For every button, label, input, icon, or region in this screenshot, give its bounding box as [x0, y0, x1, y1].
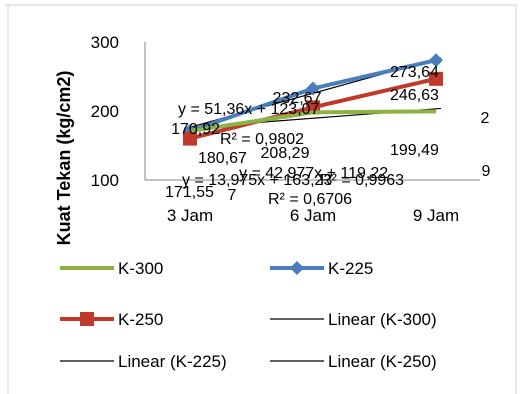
data-annotation: 180,67	[198, 150, 247, 167]
legend-marker	[290, 261, 304, 275]
legend-item: K-250	[60, 310, 163, 329]
data-annotation: 199,49	[390, 142, 439, 159]
plot-area: 100 200 300 Kuat Tekan (kg/cm2) 3 Jam 6 Jam 9 …	[54, 33, 491, 245]
legend-label: Linear (K-250)	[328, 352, 437, 371]
data-annotation: y = 51,36x + 123,07	[178, 101, 320, 118]
legend-label: Linear (K-225)	[118, 352, 227, 371]
legend-item: K-300	[60, 259, 163, 278]
legend-label: Linear (K-300)	[328, 310, 437, 329]
data-annotation: R² = 0,9802	[220, 131, 304, 148]
data-point-k-250	[183, 131, 197, 146]
y-tick-label: 200	[91, 102, 119, 121]
legend-marker	[80, 312, 94, 326]
data-annotation: R² = 0,6706	[268, 191, 352, 208]
data-annotation: y = 42,977x + 119,22	[239, 165, 388, 182]
legend: K-300 K-225 K-250 Linear (K-300) Linear (K-2…	[60, 259, 437, 371]
data-annotation: 232,67	[273, 90, 322, 107]
y-tick-label: 300	[91, 33, 119, 52]
legend-item: Linear (K-250)	[270, 352, 437, 371]
data-annotation: 9	[482, 163, 491, 180]
legend-label: K-225	[328, 259, 373, 278]
data-annotation: 171,55	[165, 184, 214, 201]
data-point-k-225	[306, 81, 320, 96]
x-tick-label: 3 Jam	[167, 206, 213, 225]
legend-item: Linear (K-225)	[60, 352, 227, 371]
x-tick-label: 9 Jam	[413, 206, 459, 225]
data-annotation: R² = 0,9963	[320, 172, 404, 189]
data-annotation: 246,63	[390, 87, 439, 104]
x-tick-label: 6 Jam	[290, 206, 336, 225]
data-annotation: 170,92	[171, 121, 220, 138]
legend-label: K-300	[118, 259, 163, 278]
data-annotation: 208,29	[261, 145, 310, 162]
legend-item: K-225	[270, 259, 373, 278]
data-annotation: 273,64	[390, 64, 439, 81]
data-annotation: y = 13,975x + 163,23	[182, 172, 332, 189]
legend-label: K-250	[118, 310, 163, 329]
data-annotation: 7	[228, 187, 237, 204]
y-axis-title: Kuat Tekan (kg/cm2)	[54, 71, 74, 246]
data-point-k-225	[429, 53, 443, 68]
y-tick-label: 100	[91, 171, 119, 190]
data-annotation: 2	[481, 110, 490, 127]
data-point-k-250	[429, 71, 443, 86]
series-line-k-300	[189, 109, 437, 133]
legend-item: Linear (K-300)	[270, 310, 437, 329]
